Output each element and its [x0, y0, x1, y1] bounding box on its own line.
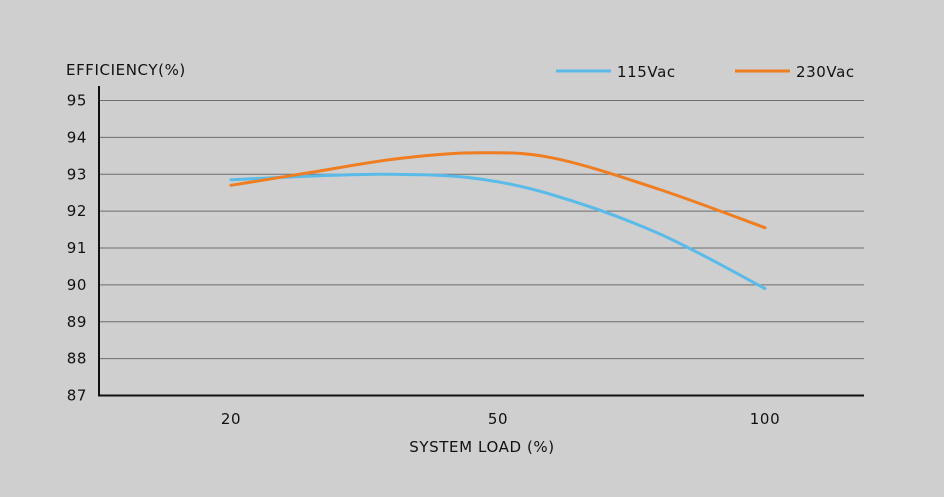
legend-label-230vac: 230Vac	[796, 63, 855, 81]
x-tick-label-100: 100	[750, 410, 780, 428]
x-tick-label-20: 20	[221, 410, 241, 428]
series-lines	[229, 151, 767, 291]
y-tick-label-91: 91	[67, 239, 87, 257]
y-tick-label-92: 92	[67, 202, 87, 220]
y-tick-labels: 87 88 89 90 91 92 93 94 95	[67, 92, 87, 405]
y-tick-label-87: 87	[67, 387, 87, 405]
x-axis-title: SYSTEM LOAD (%)	[409, 438, 554, 456]
axes	[98, 86, 864, 397]
y-axis-title: EFFICIENCY(%)	[66, 61, 186, 79]
series-line-115vac	[229, 172, 767, 291]
x-tick-label-50: 50	[488, 410, 508, 428]
legend-label-115vac: 115Vac	[617, 63, 676, 81]
y-tick-label-88: 88	[67, 350, 87, 368]
gridlines	[99, 100, 864, 360]
x-tick-labels: 20 50 100	[221, 410, 780, 428]
series-line-230vac	[229, 151, 767, 230]
legend: 115Vac 230Vac	[556, 63, 855, 81]
y-tick-label-89: 89	[67, 313, 87, 331]
y-tick-label-94: 94	[67, 128, 87, 146]
y-tick-label-93: 93	[67, 165, 87, 183]
y-tick-label-95: 95	[67, 92, 87, 110]
y-tick-label-90: 90	[67, 276, 87, 294]
